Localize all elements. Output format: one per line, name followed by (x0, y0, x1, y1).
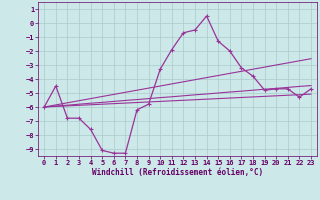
X-axis label: Windchill (Refroidissement éolien,°C): Windchill (Refroidissement éolien,°C) (92, 168, 263, 177)
